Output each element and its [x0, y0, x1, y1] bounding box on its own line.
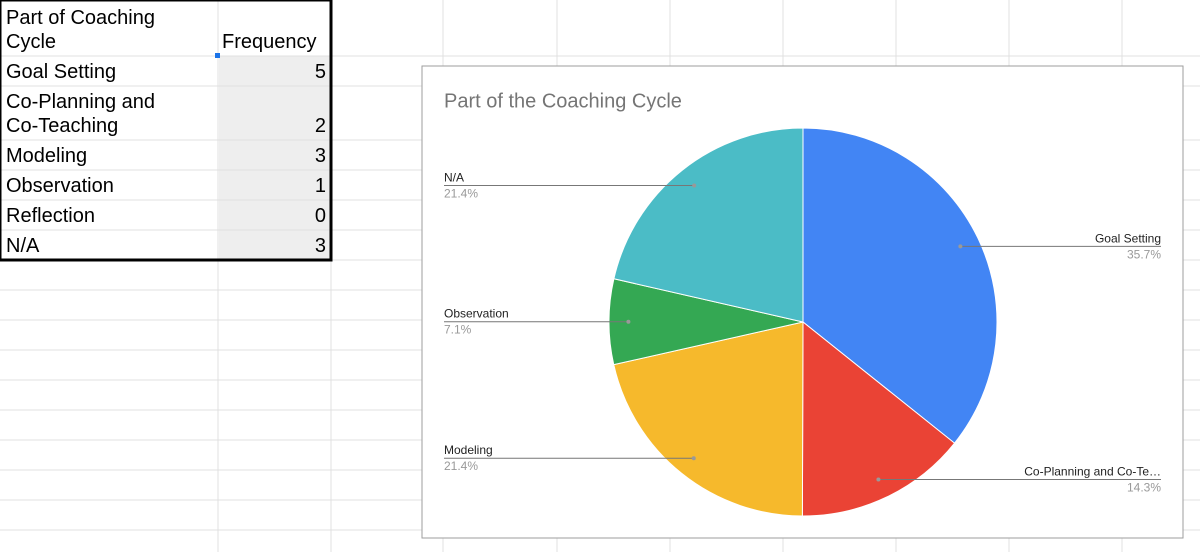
slice-label: Modeling — [444, 443, 493, 457]
slice-label: Co-Planning and Co-Te… — [1024, 464, 1161, 478]
leader-dot — [626, 319, 631, 324]
chart-title: Part of the Coaching Cycle — [444, 90, 682, 112]
slice-percent: 7.1% — [444, 323, 472, 337]
leader-dot — [876, 477, 881, 482]
slice-percent: 21.4% — [444, 186, 478, 200]
row-value: 5 — [315, 61, 326, 83]
row-label: N/A — [6, 235, 40, 257]
slice-label: N/A — [444, 170, 464, 184]
pie-slice — [613, 127, 804, 323]
cell-bg — [219, 86, 330, 140]
header-cell: Frequency — [222, 31, 317, 53]
slice-percent: 21.4% — [444, 459, 478, 473]
slice-label: Goal Setting — [1095, 231, 1161, 245]
table-border — [0, 0, 333, 262]
row-label: Co-Planning and Co-Teaching — [6, 91, 155, 137]
slice-percent: 14.3% — [1127, 480, 1161, 494]
row-label: Modeling — [6, 145, 87, 167]
leader-dot — [958, 244, 963, 249]
row-value: 0 — [315, 205, 326, 227]
row-value: 1 — [315, 175, 326, 197]
header-cell: Part of Coaching Cycle — [6, 7, 155, 53]
pie-slice — [802, 127, 998, 444]
row-value: 2 — [315, 115, 326, 137]
slice-percent: 35.7% — [1127, 247, 1161, 261]
row-label: Reflection — [6, 205, 95, 227]
cell-bg — [219, 140, 330, 170]
row-label: Goal Setting — [6, 61, 116, 83]
leader-dot — [692, 183, 697, 188]
pie-slice — [801, 320, 956, 517]
row-value: 3 — [315, 235, 326, 257]
slice-label: Observation — [444, 307, 509, 321]
selection-handle — [215, 53, 220, 58]
cell-bg — [219, 200, 330, 230]
cell-bg — [219, 56, 330, 86]
leader-dot — [691, 456, 696, 461]
table: Part of Coaching Cycle Frequency Goal Setti… — [0, 0, 333, 262]
cell-bg — [219, 230, 330, 260]
row-value: 3 — [315, 145, 326, 167]
cell-bg — [219, 170, 330, 200]
pie-slice — [613, 321, 804, 517]
row-label: Observation — [6, 175, 114, 197]
